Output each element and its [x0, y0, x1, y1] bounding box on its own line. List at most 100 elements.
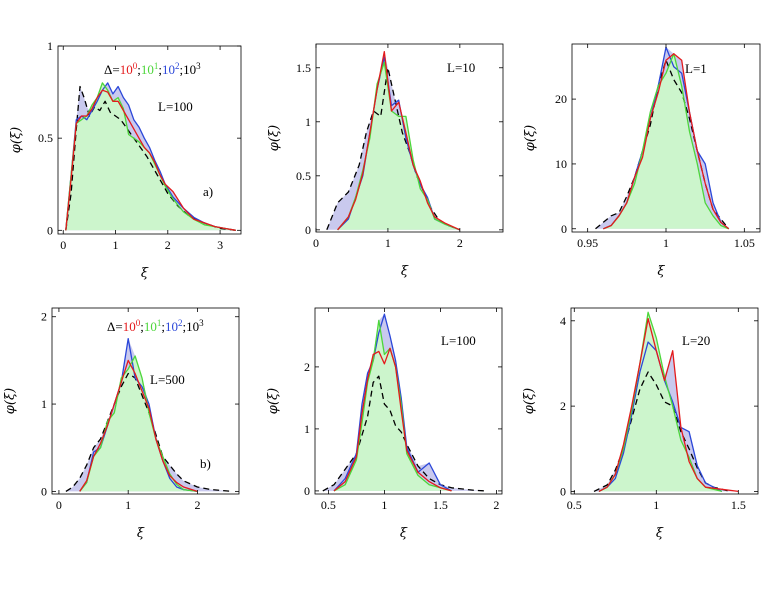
green-fill-area — [598, 312, 722, 492]
y-tick-label: 10 — [555, 157, 567, 171]
y-tick-label: 1 — [41, 397, 47, 411]
x-tick-label: 1.5 — [433, 498, 448, 512]
x-tick-label: 1.05 — [734, 236, 755, 250]
x-axis-label: ξ — [657, 264, 665, 279]
series-line-red — [79, 359, 198, 493]
x-tick-label: 1 — [381, 498, 387, 512]
legend-separator: ; — [161, 319, 165, 334]
legend-entry-green: 10 — [144, 319, 157, 334]
x-axis-label: ξ — [400, 526, 408, 541]
legend-separator: ; — [182, 319, 186, 334]
legend-exponent: 0 — [136, 318, 141, 328]
x-tick-label: 0 — [60, 238, 66, 252]
x-tick-label: 0.95 — [577, 236, 598, 250]
x-tick-label: 0 — [56, 498, 62, 512]
y-tick-label: 20 — [555, 92, 567, 106]
x-tick-label: 2 — [457, 236, 463, 250]
series-line-blue — [65, 82, 236, 231]
y-axis-label: φ(ξ) — [522, 388, 537, 414]
series-line-blue — [333, 313, 452, 492]
x-tick-label: 1 — [653, 498, 659, 512]
legend-prefix: Δ= — [104, 62, 120, 77]
system-size-annotation: L=100 — [441, 333, 476, 348]
series-line-red — [598, 318, 739, 493]
x-axis-label: ξ — [401, 264, 409, 279]
legend-entry-blue: 10 — [165, 319, 178, 334]
series-line-red — [603, 53, 730, 230]
y-axis-label: φ(ξ) — [523, 125, 538, 151]
system-size-annotation: L=10 — [447, 60, 475, 75]
x-axis-label: ξ — [141, 266, 149, 281]
series-line-green — [65, 82, 236, 231]
x-axis-label: ξ — [137, 526, 145, 541]
y-tick-label: 2 — [41, 310, 47, 324]
panel-label: b) — [200, 456, 211, 471]
legend-exponent: 2 — [178, 318, 183, 328]
legend-separator: ; — [158, 62, 162, 77]
legend-exponent: 0 — [133, 61, 138, 71]
legend-exponent: 3 — [196, 61, 201, 71]
chart-panel-2: 0 1 2 0 0.5 1 1.5 ξ φ(ξ) L=10 — [267, 43, 504, 279]
series-line-blue — [79, 337, 198, 493]
y-tick-label: 1 — [304, 422, 310, 436]
x-axis-label: ξ — [656, 526, 664, 541]
x-tick-label: 0 — [313, 236, 319, 250]
chart-panel-5: 0.5 1 1.5 2 0 1 2 ξ φ(ξ) L=100 — [266, 307, 503, 541]
series-line-red — [333, 347, 452, 492]
plot-frame — [570, 307, 759, 495]
system-size-annotation: L=1 — [685, 61, 707, 76]
y-tick-label: 0 — [305, 223, 311, 237]
legend-separator: ; — [179, 62, 183, 77]
chart-panel-3: 0.95 1 1.05 0 10 20 ξ φ(ξ) L=1 — [523, 43, 761, 279]
x-tick-label: 1 — [663, 236, 669, 250]
delta-legend: Δ=100;101;102;103 — [104, 61, 201, 77]
legend-entry-green: 10 — [141, 62, 154, 77]
system-size-annotation: L=100 — [158, 99, 193, 114]
legend-entry-red: 10 — [123, 319, 136, 334]
series-line-green — [333, 319, 452, 492]
y-tick-label: 0.5 — [296, 169, 311, 183]
x-tick-label: 0.5 — [567, 498, 582, 512]
legend-exponent: 1 — [154, 61, 159, 71]
panel-label: a) — [203, 184, 213, 199]
y-tick-label: 0 — [561, 222, 567, 236]
legend-exponent: 2 — [175, 61, 180, 71]
series-line-red — [65, 89, 236, 231]
system-size-annotation: L=500 — [150, 372, 185, 387]
x-tick-label: 2 — [194, 498, 200, 512]
y-tick-label: 2 — [304, 360, 310, 374]
green-fill-area — [337, 62, 460, 230]
x-tick-label: 1 — [125, 498, 131, 512]
plot-frame — [315, 43, 504, 233]
series-line-red — [337, 50, 461, 231]
x-tick-label: 2 — [165, 238, 171, 252]
legend-prefix: Δ= — [107, 319, 123, 334]
series-line-black — [326, 67, 461, 231]
x-tick-label: 1 — [113, 238, 119, 252]
chart-panel-6: 0.5 1 1.5 0 2 4 ξ φ(ξ) L=20 — [522, 307, 759, 541]
y-tick-label: 1 — [305, 115, 311, 129]
green-fill-area — [79, 356, 198, 492]
x-tick-label: 1.5 — [731, 498, 746, 512]
y-tick-label: 0.5 — [38, 131, 53, 145]
y-tick-label: 1.5 — [296, 61, 311, 75]
x-tick-label: 0.5 — [321, 498, 336, 512]
x-tick-label: 3 — [217, 238, 223, 252]
plot-frame — [314, 307, 503, 495]
legend-separator: ; — [140, 319, 144, 334]
system-size-annotation: L=20 — [682, 333, 710, 348]
plot-frame — [57, 45, 242, 235]
legend-exponent: 3 — [199, 318, 204, 328]
y-axis-label: φ(ξ) — [3, 388, 18, 414]
y-tick-label: 0 — [304, 484, 310, 498]
delta-legend: Δ=100;101;102;103 — [107, 318, 204, 334]
y-axis-label: φ(ξ) — [9, 127, 24, 153]
legend-entry-red: 10 — [120, 62, 133, 77]
x-tick-label: 1 — [385, 236, 391, 250]
legend-separator: ; — [137, 62, 141, 77]
y-axis-label: φ(ξ) — [266, 388, 281, 414]
x-tick-label: 2 — [493, 498, 499, 512]
y-tick-label: 0 — [47, 223, 53, 237]
